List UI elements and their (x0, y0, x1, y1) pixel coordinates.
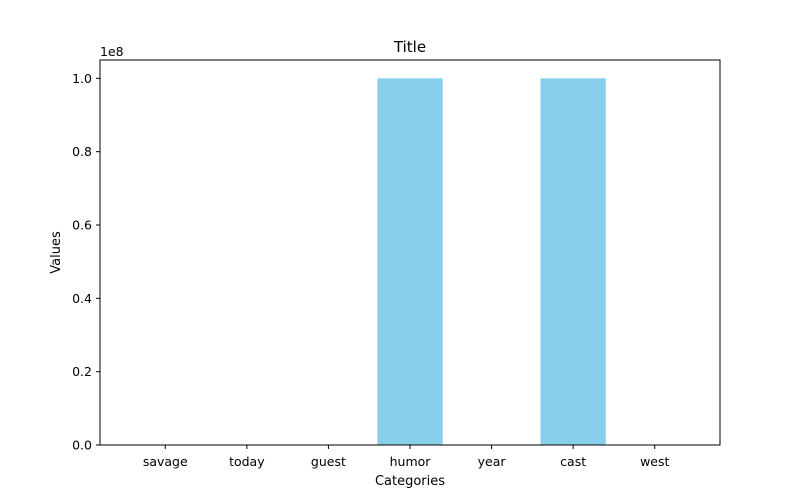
y-tick-label: 0.0 (72, 438, 92, 453)
y-axis: 0.0 0.2 0.4 0.6 0.8 1.0 (72, 71, 100, 453)
x-tick-label: savage (143, 454, 188, 469)
y-axis-label: Values (49, 231, 64, 274)
y-tick-label: 1.0 (72, 71, 92, 86)
x-tick-label: cast (560, 454, 586, 469)
x-tick-label: west (640, 454, 669, 469)
x-axis: savage today guest humor year cast west (143, 445, 669, 469)
chart-title: Title (393, 38, 426, 56)
y-tick-label: 0.2 (72, 364, 92, 379)
bar-cast (540, 78, 606, 445)
y-tick-label: 0.8 (72, 144, 92, 159)
x-tick-label: guest (311, 454, 346, 469)
bar-humor (377, 78, 443, 445)
y-tick-label: 0.4 (72, 291, 92, 306)
x-axis-label: Categories (375, 474, 445, 489)
x-tick-label: year (478, 454, 507, 469)
bars-group (377, 78, 606, 445)
x-tick-label: humor (390, 454, 432, 469)
y-axis-offset-label: 1e8 (100, 44, 124, 59)
y-tick-label: 0.6 (72, 218, 92, 233)
x-tick-label: today (229, 454, 265, 469)
